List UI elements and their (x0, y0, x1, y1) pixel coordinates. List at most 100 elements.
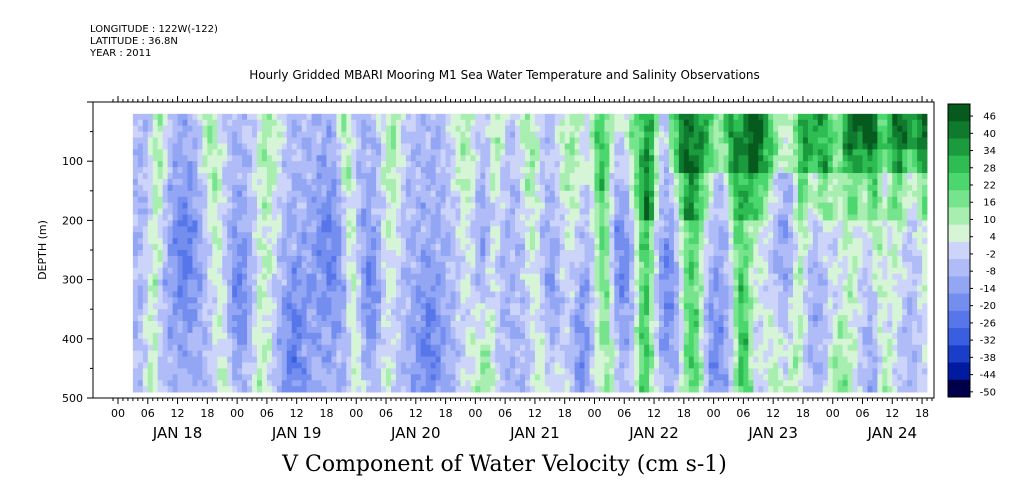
heatmap-cell (470, 255, 476, 263)
heatmap-cell (515, 273, 521, 280)
heatmap-cell (574, 321, 580, 328)
heatmap-cell (256, 149, 263, 156)
heatmap-cell (167, 250, 173, 257)
heatmap-cell (157, 125, 164, 132)
heatmap-cell (376, 326, 382, 334)
heatmap-cell (534, 149, 541, 156)
heatmap-cell (480, 173, 486, 180)
heatmap-cell (187, 267, 193, 275)
heatmap-cell (232, 380, 238, 387)
heatmap-cell (400, 232, 407, 239)
heatmap-cell (197, 113, 203, 121)
heatmap-cell (465, 279, 471, 286)
heatmap-cell (192, 226, 198, 233)
heatmap-cell (237, 232, 243, 239)
heatmap-cell (132, 332, 139, 340)
heatmap-cell (609, 297, 615, 304)
heatmap-cell (346, 119, 352, 127)
heatmap-cell (500, 321, 506, 328)
heatmap-cell (371, 161, 377, 168)
heatmap-cell (326, 267, 332, 275)
heatmap-cell (172, 113, 178, 121)
heatmap-cell (311, 119, 317, 127)
heatmap-cell (579, 178, 585, 186)
heatmap-cell (455, 184, 461, 192)
heatmap-cell (296, 131, 303, 138)
heatmap-cell (435, 309, 442, 316)
heatmap-cell (544, 326, 551, 334)
heatmap-cell (574, 250, 580, 257)
heatmap-cell (495, 362, 501, 369)
heatmap-cell (217, 119, 223, 127)
heatmap-cell (425, 326, 432, 334)
heatmap-cell (495, 238, 501, 245)
heatmap-cell (311, 261, 317, 269)
heatmap-cell (137, 338, 144, 346)
heatmap-cell (261, 309, 268, 316)
heatmap-cell (341, 232, 347, 239)
heatmap-cell (371, 155, 377, 162)
heatmap-cell (202, 244, 208, 251)
heatmap-cell (490, 326, 496, 334)
heatmap-cell (584, 332, 590, 340)
heatmap-cell (187, 255, 193, 263)
heatmap-cell (386, 250, 392, 257)
heatmap-cell (256, 326, 263, 334)
heatmap-cell (445, 321, 451, 328)
heatmap-cell (460, 226, 466, 233)
heatmap-cell (614, 261, 620, 269)
heatmap-cell (147, 143, 154, 150)
heatmap-cell (649, 303, 655, 310)
heatmap-cell (390, 344, 397, 352)
heatmap-cell (634, 143, 640, 150)
heatmap-cell (187, 344, 193, 352)
heatmap-cell (172, 250, 178, 257)
heatmap-cell (172, 315, 178, 322)
heatmap-cell (475, 261, 481, 269)
heatmap-cell (525, 220, 531, 227)
heatmap-cell (500, 309, 506, 316)
heatmap-cell (455, 303, 461, 310)
heatmap-cell (366, 196, 372, 204)
heatmap-cell (172, 279, 178, 286)
heatmap-cell (559, 119, 566, 127)
heatmap-cell (366, 226, 372, 233)
heatmap-cell (177, 350, 183, 357)
heatmap-cell (321, 297, 327, 304)
heatmap-cell (485, 279, 491, 286)
heatmap-cell (480, 161, 486, 168)
heatmap-cell (386, 173, 392, 180)
heatmap-cell (415, 119, 422, 127)
heatmap-cell (644, 155, 650, 162)
heatmap-cell (425, 137, 432, 144)
heatmap-cell (376, 226, 382, 233)
heatmap-cell (574, 208, 580, 215)
heatmap-cell (381, 362, 387, 369)
heatmap-cell (296, 374, 303, 381)
heatmap-cell (331, 374, 337, 381)
heatmap-cell (286, 220, 293, 227)
heatmap-cell (505, 368, 511, 375)
heatmap-cell (212, 137, 218, 144)
heatmap-cell (649, 125, 655, 132)
heatmap-cell (430, 250, 437, 257)
heatmap-cell (207, 374, 213, 381)
heatmap-cell (361, 350, 367, 357)
heatmap-cell (440, 125, 446, 132)
heatmap-cell (142, 374, 149, 381)
heatmap-cell (361, 238, 367, 245)
heatmap-cell (291, 125, 298, 132)
heatmap-cell (326, 137, 332, 144)
heatmap-cell (435, 315, 442, 322)
heatmap-cell (311, 131, 317, 138)
heatmap-cell (619, 232, 625, 239)
heatmap-cell (500, 303, 506, 310)
heatmap-cell (460, 155, 466, 162)
heatmap-cell (440, 184, 446, 192)
heatmap-cell (237, 184, 243, 192)
heatmap-cell (271, 291, 278, 298)
heatmap-cell (515, 374, 521, 381)
heatmap-cell (634, 190, 640, 198)
heatmap-cell (351, 167, 357, 174)
heatmap-cell (614, 332, 620, 340)
